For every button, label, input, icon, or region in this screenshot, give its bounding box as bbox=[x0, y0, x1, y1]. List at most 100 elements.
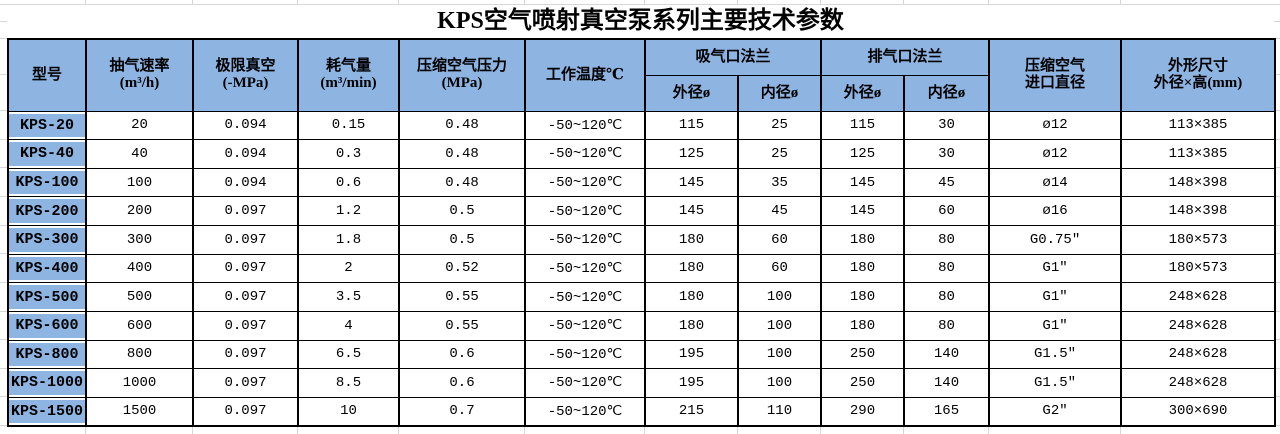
gridline bbox=[1274, 21, 1280, 22]
cell-working-temp: -50~120℃ bbox=[524, 139, 646, 169]
cell-model: KPS-400 bbox=[7, 253, 87, 284]
gridline bbox=[1274, 167, 1280, 169]
cell-air-consumption: 0.6 bbox=[297, 167, 400, 198]
cell-pumping-speed: 300 bbox=[85, 225, 194, 255]
gridline bbox=[1274, 195, 1280, 197]
page-title: KPS空气喷射真空泵系列主要技术参数 bbox=[437, 8, 844, 34]
gridline bbox=[0, 195, 7, 197]
gridline bbox=[0, 110, 7, 111]
gridline bbox=[644, 0, 645, 4]
cell-air-consumption: 1.8 bbox=[297, 225, 400, 255]
cell-model: KPS-20 bbox=[7, 110, 87, 141]
header-suction-flange: 吸气口法兰 bbox=[643, 38, 823, 76]
gridline bbox=[1274, 74, 1280, 75]
cell-ultimate-vacuum: 0.094 bbox=[192, 110, 299, 141]
cell-working-temp: -50~120℃ bbox=[524, 368, 646, 398]
cell-exhaust-inner: 80 bbox=[903, 253, 991, 284]
header-ultimate-vacuum: 极限真空 (-MPa) bbox=[192, 38, 299, 112]
cell-model: KPS-800 bbox=[7, 339, 87, 370]
cell-suction-outer: 180 bbox=[644, 253, 739, 284]
gridline bbox=[0, 224, 7, 226]
gridline bbox=[524, 425, 525, 434]
cell-model: KPS-1000 bbox=[7, 368, 87, 398]
table-row: KPS-400 400 0.097 2 0.52 -50~120℃ 180 60… bbox=[7, 253, 1277, 284]
cell-working-temp: -50~120℃ bbox=[524, 225, 646, 255]
cell-air-consumption: 6.5 bbox=[297, 339, 400, 370]
cell-dimensions: 113×385 bbox=[1120, 110, 1277, 141]
gridline bbox=[988, 0, 989, 4]
cell-working-temp: -50~120℃ bbox=[524, 396, 646, 427]
cell-model: KPS-100 bbox=[7, 167, 87, 198]
cell-dimensions: 148×398 bbox=[1120, 196, 1277, 226]
cell-air-pressure: 0.48 bbox=[398, 110, 526, 141]
cell-pumping-speed: 40 bbox=[85, 139, 194, 169]
cell-model: KPS-600 bbox=[7, 310, 87, 341]
cell-exhaust-outer: 145 bbox=[820, 167, 906, 198]
header-model: 型号 bbox=[7, 38, 87, 112]
gridline bbox=[1274, 224, 1280, 226]
gridline bbox=[0, 21, 7, 22]
cell-pumping-speed: 20 bbox=[85, 110, 194, 141]
cell-dimensions: 300×690 bbox=[1120, 396, 1277, 427]
gridline bbox=[1274, 253, 1280, 255]
cell-working-temp: -50~120℃ bbox=[524, 253, 646, 284]
cell-air-inlet-dia: G1″ bbox=[988, 282, 1123, 312]
cell-suction-outer: 195 bbox=[644, 339, 739, 370]
cell-pumping-speed: 500 bbox=[85, 282, 194, 312]
cell-suction-inner: 60 bbox=[736, 253, 823, 284]
cell-air-pressure: 0.55 bbox=[398, 310, 526, 341]
gridline bbox=[0, 425, 7, 426]
gridline bbox=[1274, 281, 1280, 283]
gridline bbox=[0, 138, 7, 140]
gridline bbox=[524, 0, 525, 4]
cell-exhaust-outer: 250 bbox=[820, 339, 906, 370]
cell-suction-inner: 25 bbox=[736, 110, 823, 141]
cell-exhaust-inner: 60 bbox=[903, 196, 991, 226]
cell-exhaust-outer: 290 bbox=[820, 396, 906, 427]
cell-air-pressure: 0.6 bbox=[398, 368, 526, 398]
table-row: KPS-20 20 0.094 0.15 0.48 -50~120℃ 115 2… bbox=[7, 110, 1277, 141]
header-air-consumption: 耗气量 (m³/min) bbox=[297, 38, 400, 112]
cell-pumping-speed: 1000 bbox=[85, 368, 194, 398]
cell-model: KPS-40 bbox=[7, 139, 87, 169]
cell-suction-inner: 100 bbox=[736, 282, 823, 312]
gridline bbox=[0, 74, 7, 75]
cell-air-consumption: 2 bbox=[297, 253, 400, 284]
table-row: KPS-500 500 0.097 3.5 0.55 -50~120℃ 180 … bbox=[7, 282, 1277, 312]
cell-dimensions: 180×573 bbox=[1120, 253, 1277, 284]
cell-ultimate-vacuum: 0.097 bbox=[192, 196, 299, 226]
cell-working-temp: -50~120℃ bbox=[524, 110, 646, 141]
cell-dimensions: 248×628 bbox=[1120, 339, 1277, 370]
cell-model: KPS-1500 bbox=[7, 396, 87, 427]
gridline bbox=[192, 0, 193, 4]
cell-ultimate-vacuum: 0.094 bbox=[192, 167, 299, 198]
cell-suction-outer: 125 bbox=[644, 139, 739, 169]
cell-ultimate-vacuum: 0.097 bbox=[192, 225, 299, 255]
cell-suction-outer: 145 bbox=[644, 167, 739, 198]
cell-air-consumption: 0.15 bbox=[297, 110, 400, 141]
cell-exhaust-outer: 125 bbox=[820, 139, 906, 169]
cell-air-consumption: 3.5 bbox=[297, 282, 400, 312]
gridline bbox=[1120, 0, 1121, 4]
table-row: KPS-1500 1500 0.097 10 0.7 -50~120℃ 215 … bbox=[7, 396, 1277, 427]
cell-air-inlet-dia: ø14 bbox=[988, 167, 1123, 198]
gridline bbox=[1120, 425, 1121, 434]
cell-air-pressure: 0.55 bbox=[398, 282, 526, 312]
cell-air-consumption: 10 bbox=[297, 396, 400, 427]
cell-dimensions: 113×385 bbox=[1120, 139, 1277, 169]
cell-suction-outer: 215 bbox=[644, 396, 739, 427]
gridline bbox=[1274, 38, 1280, 39]
cell-exhaust-inner: 30 bbox=[903, 110, 991, 141]
gridline bbox=[192, 425, 193, 434]
cell-exhaust-inner: 80 bbox=[903, 310, 991, 341]
gridline bbox=[820, 0, 821, 4]
cell-air-pressure: 0.48 bbox=[398, 167, 526, 198]
cell-suction-outer: 195 bbox=[644, 368, 739, 398]
cell-working-temp: -50~120℃ bbox=[524, 167, 646, 198]
cell-suction-inner: 35 bbox=[736, 167, 823, 198]
header-suction-inner-dia: 内径ø bbox=[736, 74, 823, 112]
header-row-1: 型号 抽气速率 (m³/h) 极限真空 (-MPa) 耗气量 (m³/min) … bbox=[7, 38, 1277, 112]
cell-suction-inner: 100 bbox=[736, 368, 823, 398]
cell-exhaust-inner: 140 bbox=[903, 339, 991, 370]
